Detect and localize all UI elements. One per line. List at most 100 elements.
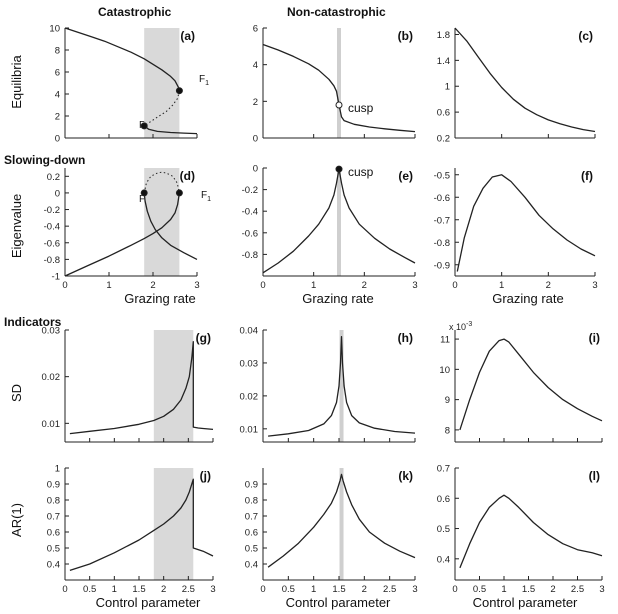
series-line-c	[454, 27, 596, 133]
y-tick-label-d: -0.2	[44, 205, 60, 216]
x-tick-label-k: 0.5	[282, 584, 295, 595]
y-tick-label-a: 4	[55, 90, 60, 101]
y-tick-label-j: 0.4	[47, 560, 60, 571]
x-tick-label-e: 3	[412, 280, 417, 291]
y-tick-label-b: 4	[253, 60, 258, 71]
x-tick-label-l: 2	[550, 584, 555, 595]
x-tick-label-e: 0	[260, 280, 265, 291]
y-tick-label-l: 0.6	[437, 494, 450, 505]
y-tick-label-c: 1	[445, 82, 450, 93]
point-cusp-b	[335, 101, 343, 109]
y-tick-label-k: 0.5	[245, 544, 258, 555]
series-line-d	[143, 171, 180, 194]
x-tick-label-k: 2	[362, 584, 367, 595]
cusp-band-h	[339, 330, 344, 442]
ylabel-eigenvalue: Eigenvalue	[9, 194, 24, 258]
y-tick-label-b: 6	[253, 24, 258, 35]
panel-i: 8 9 10 11 (i)	[439, 330, 603, 443]
y-tick-label-j: 0.6	[47, 528, 60, 539]
y-tick-label-k: 0.4	[245, 560, 258, 571]
x-tick-label-f: 3	[592, 280, 597, 291]
xlabel-control-parameter-2: Control parameter	[286, 595, 391, 610]
x-tick-label-d: 3	[194, 280, 199, 291]
y-tick-label-f: -0.6	[434, 193, 450, 204]
cusp-band-k	[339, 468, 344, 580]
series-line-f	[456, 174, 596, 272]
y-tick-label-j: 0.5	[47, 544, 60, 555]
series-line-l	[459, 494, 603, 569]
y-tick-label-h: 0.04	[240, 326, 259, 337]
y-tick-label-h: 0.01	[240, 424, 259, 435]
panel-b: 0 2 4 6 (b)	[253, 24, 416, 145]
shaded-region-d	[144, 168, 180, 276]
x-tick-label-e: 2	[362, 280, 367, 291]
point-f2-d	[140, 189, 148, 197]
series-line-a	[64, 27, 181, 91]
x-tick-label-l: 0	[452, 584, 457, 595]
y-tick-label-d: -0.6	[44, 238, 60, 249]
cusp-label-b: cusp	[348, 101, 374, 115]
panel-label-j: (j)	[200, 469, 211, 483]
y-tick-label-g: 0.03	[42, 326, 61, 337]
x-tick-label-j: 2.5	[182, 584, 195, 595]
xlabel-control-parameter-1: Control parameter	[96, 595, 201, 610]
y-tick-label-k: 0.6	[245, 528, 258, 539]
x-tick-label-e: 1	[311, 280, 316, 291]
y-tick-label-c: 1.4	[437, 56, 450, 67]
y-tick-label-i: 10	[439, 365, 450, 376]
y-tick-label-e: 0	[253, 164, 258, 175]
y-tick-label-g: 0.02	[42, 372, 61, 383]
ylabel-ar1: AR(1)	[9, 503, 24, 537]
y-tick-label-d: -0.8	[44, 255, 60, 266]
series-line-g	[69, 341, 214, 435]
x-tick-label-j: 2	[161, 584, 166, 595]
panel-label-f: (f)	[581, 169, 593, 183]
panel-label-d: (d)	[180, 169, 195, 183]
y-tick-label-e: -0.2	[242, 185, 258, 196]
heading-catastrophic: Catastrophic	[98, 5, 172, 19]
y-tick-label-a: 8	[55, 46, 60, 57]
y-tick-label-b: 0	[253, 134, 258, 145]
x-tick-label-f: 0	[452, 280, 457, 291]
panel-label-h: (h)	[398, 331, 413, 345]
x-tick-label-j: 0.5	[83, 584, 96, 595]
y-tick-label-k: 0.9	[245, 480, 258, 491]
cusp-band-e	[337, 168, 341, 276]
shaded-region-g	[153, 330, 194, 442]
y-tick-label-d: 0.2	[47, 172, 60, 183]
panel-j: 0.4 0.5 0.6 0.7 0.8 0.9 1 0 0.5 1 1.5 2 2.5 3 (j)	[47, 464, 216, 596]
x-tick-label-k: 1.5	[332, 584, 345, 595]
series-line-h	[268, 335, 416, 437]
x-tick-label-j: 3	[210, 584, 215, 595]
y-tick-label-c: 1.8	[437, 30, 450, 41]
y-tick-label-f: -0.5	[434, 170, 450, 181]
x-tick-label-f: 2	[546, 280, 551, 291]
cusp-band-b	[337, 28, 341, 138]
heading-indicators: Indicators	[4, 315, 62, 329]
y-tick-label-j: 1	[55, 464, 60, 475]
y-tick-label-j: 0.8	[47, 496, 60, 507]
panel-g: 0.01 0.02 0.03 (g)	[42, 326, 214, 443]
y-tick-label-c: 0.2	[437, 134, 450, 145]
panel-h: 0.01 0.02 0.03 0.04 (h)	[240, 326, 416, 443]
exponent-label: x 10-3	[449, 321, 472, 332]
y-tick-label-f: -0.8	[434, 238, 450, 249]
x-tick-label-k: 3	[412, 584, 417, 595]
y-tick-label-l: 0.4	[437, 554, 450, 565]
xlabel-grazing-rate-1: Grazing rate	[124, 291, 196, 306]
y-tick-label-c: 0.6	[437, 108, 450, 119]
x-tick-label-k: 0	[260, 584, 265, 595]
y-tick-label-d: -0.4	[44, 222, 60, 233]
x-tick-label-d: 1	[106, 280, 111, 291]
x-tick-label-k: 2.5	[383, 584, 396, 595]
y-tick-label-f: -0.7	[434, 215, 450, 226]
point-f1-a	[175, 87, 183, 95]
series-line-i	[459, 338, 603, 431]
y-tick-label-l: 0.7	[437, 464, 450, 475]
x-tick-label-l: 3	[599, 584, 604, 595]
shaded-region-j	[153, 468, 194, 580]
x-tick-label-f: 1	[499, 280, 504, 291]
y-tick-label-i: 8	[445, 425, 450, 436]
y-tick-label-i: 11	[440, 335, 450, 346]
